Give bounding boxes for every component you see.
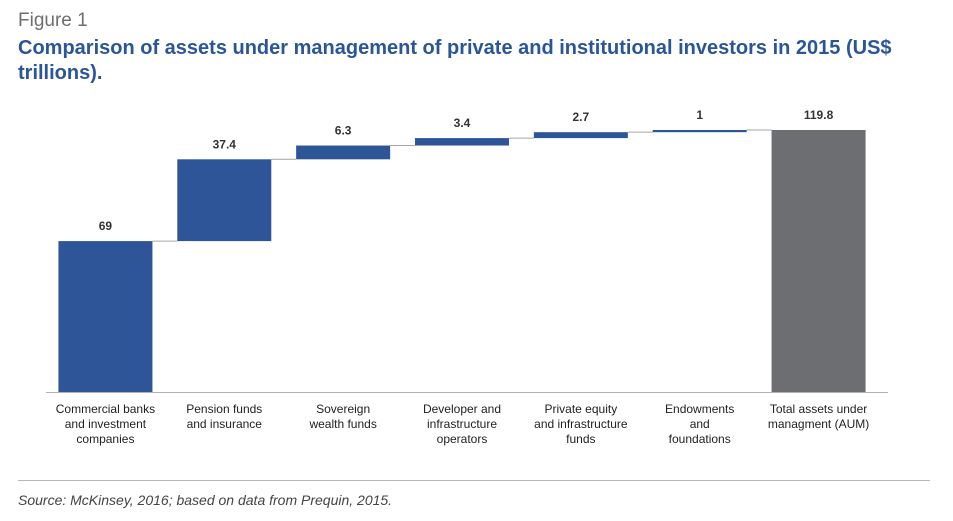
category-label-line: and infrastructure: [534, 417, 628, 431]
figure-label: Figure 1: [18, 10, 88, 31]
category-label-line: and investment: [65, 417, 147, 431]
category-label-line: Private equity: [545, 402, 618, 416]
category-label: Endowments and foundations: [665, 402, 734, 446]
category-label-line: Pension funds: [186, 402, 262, 416]
category-label-line: managment (AUM): [768, 417, 869, 431]
data-label: 2.7: [573, 110, 590, 124]
category-label-line: companies: [76, 432, 134, 446]
data-label: 69: [99, 219, 113, 233]
source-note: Source: McKinsey, 2016; based on data fr…: [18, 492, 393, 508]
category-label: Total assets under managment (AUM): [768, 402, 869, 431]
category-label: Private equity and infrastructure funds: [534, 402, 628, 446]
divider: [18, 480, 930, 481]
data-label: 37.4: [213, 137, 237, 151]
category-label-line: funds: [566, 432, 595, 446]
bar: [58, 241, 153, 392]
data-label: 3.4: [454, 116, 471, 130]
category-label-line: Commercial banks: [56, 402, 155, 416]
bar: [652, 130, 747, 133]
category-label: Developer and infrastructure operators: [423, 402, 501, 446]
category-label: Commercial banks and investment companies: [56, 402, 155, 446]
category-label-line: Endowments: [665, 402, 734, 416]
category-label: Pension funds and insurance: [186, 402, 262, 431]
category-label-line: Sovereign: [316, 402, 370, 416]
category-label-line: and: [690, 417, 710, 431]
bar: [296, 145, 391, 160]
bar: [533, 132, 628, 139]
category-label-line: wealth funds: [308, 417, 376, 431]
data-label: 1: [696, 108, 703, 122]
bar: [177, 159, 272, 242]
category-label-line: and insurance: [187, 417, 263, 431]
category-label-line: Total assets under: [770, 402, 867, 416]
bar: [415, 138, 509, 146]
category-label-line: foundations: [669, 432, 731, 446]
chart-title: Comparison of assets under management of…: [18, 37, 892, 84]
category-label: Sovereign wealth funds: [308, 402, 376, 431]
category-label-line: infrastructure: [427, 417, 497, 431]
category-label-line: Developer and: [423, 402, 501, 416]
category-label-line: operators: [437, 432, 488, 446]
waterfall-chart: 69 Commercial banks and investment companie…: [46, 108, 888, 446]
data-label: 119.8: [804, 108, 834, 122]
total-bar: [771, 130, 866, 392]
data-label: 6.3: [335, 124, 352, 138]
